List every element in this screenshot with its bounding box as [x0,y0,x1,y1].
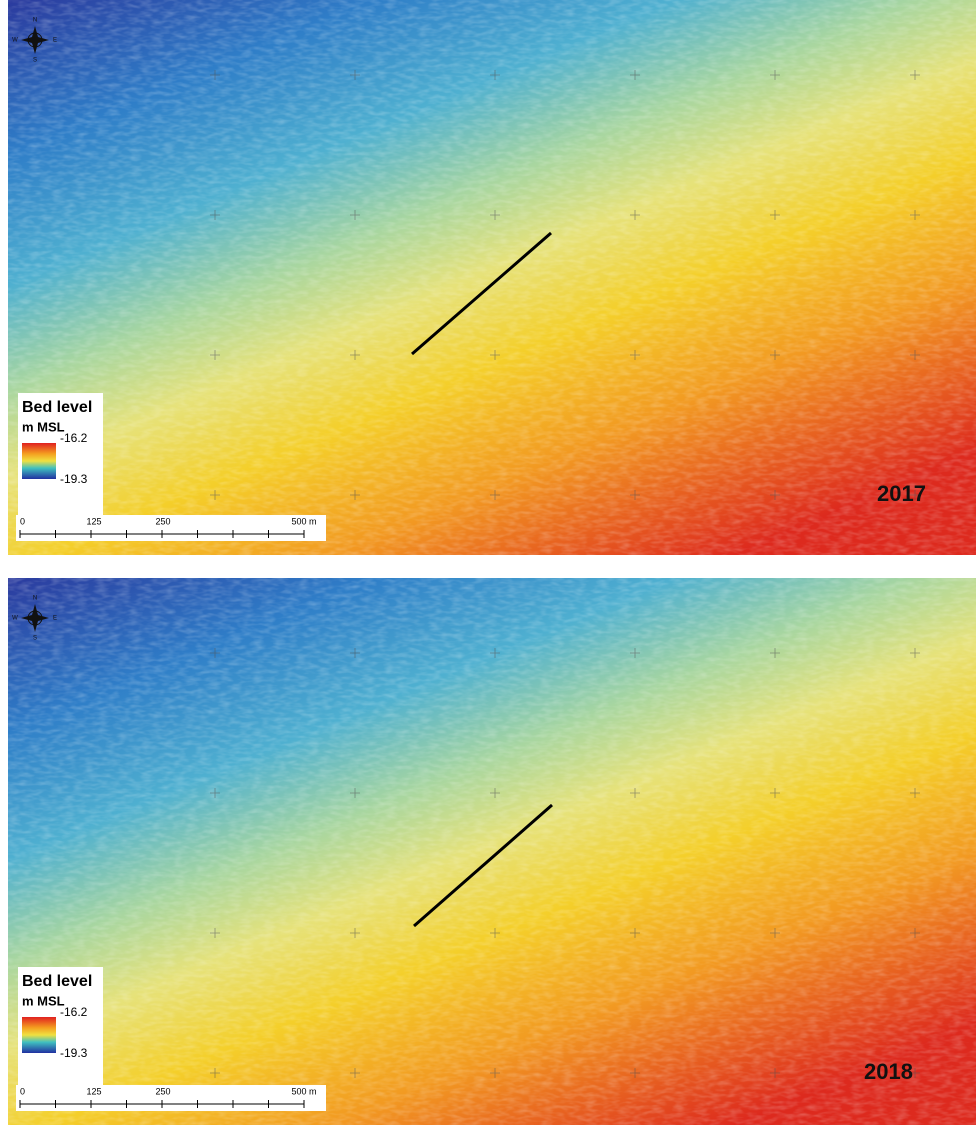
legend-min: -19.3 [60,1046,88,1060]
scale-label: 500 m [291,1086,316,1096]
compass-letter: N [33,596,37,602]
surface-texture [8,578,976,1125]
compass-letter: W [12,616,18,622]
scale-label: 125 [86,1086,101,1096]
compass-letter: W [12,38,18,44]
legend-colorbar [22,1017,56,1053]
legend-title: Bed level [22,399,92,416]
scale-label: 250 [155,516,170,526]
compass-letter: E [53,38,57,44]
legend-max: -16.2 [60,431,88,445]
legend-title: Bed level [22,973,92,990]
year-label: 2018 [864,1059,913,1084]
year-label: 2017 [877,481,926,506]
legend-min: -19.3 [60,472,88,486]
scale-label: 250 [155,1086,170,1096]
legend-unit: m MSL [22,993,65,1008]
map-panel: N E S W Bed level m MSL-16.2 -19.3 0 125 250 500 m… [8,0,976,555]
legend-colorbar [22,443,56,479]
compass-letter: S [33,636,37,642]
surface-texture [8,0,976,555]
compass-letter: S [33,58,37,64]
map-panel: N E S W Bed level m MSL-16.2 -19.3 0 125 250 500 m… [8,578,976,1125]
scale-label: 0 [20,516,25,526]
scale-label: 125 [86,516,101,526]
compass-letter: N [33,18,37,24]
legend-max: -16.2 [60,1005,88,1019]
scale-box [16,515,326,541]
page: {"panels": [ {"legend": {"title": "Bed l… [0,0,976,1125]
compass-letter: E [53,616,57,622]
scale-box [16,1085,326,1111]
legend-unit: m MSL [22,419,65,434]
scale-label: 0 [20,1086,25,1096]
scale-label: 500 m [291,516,316,526]
